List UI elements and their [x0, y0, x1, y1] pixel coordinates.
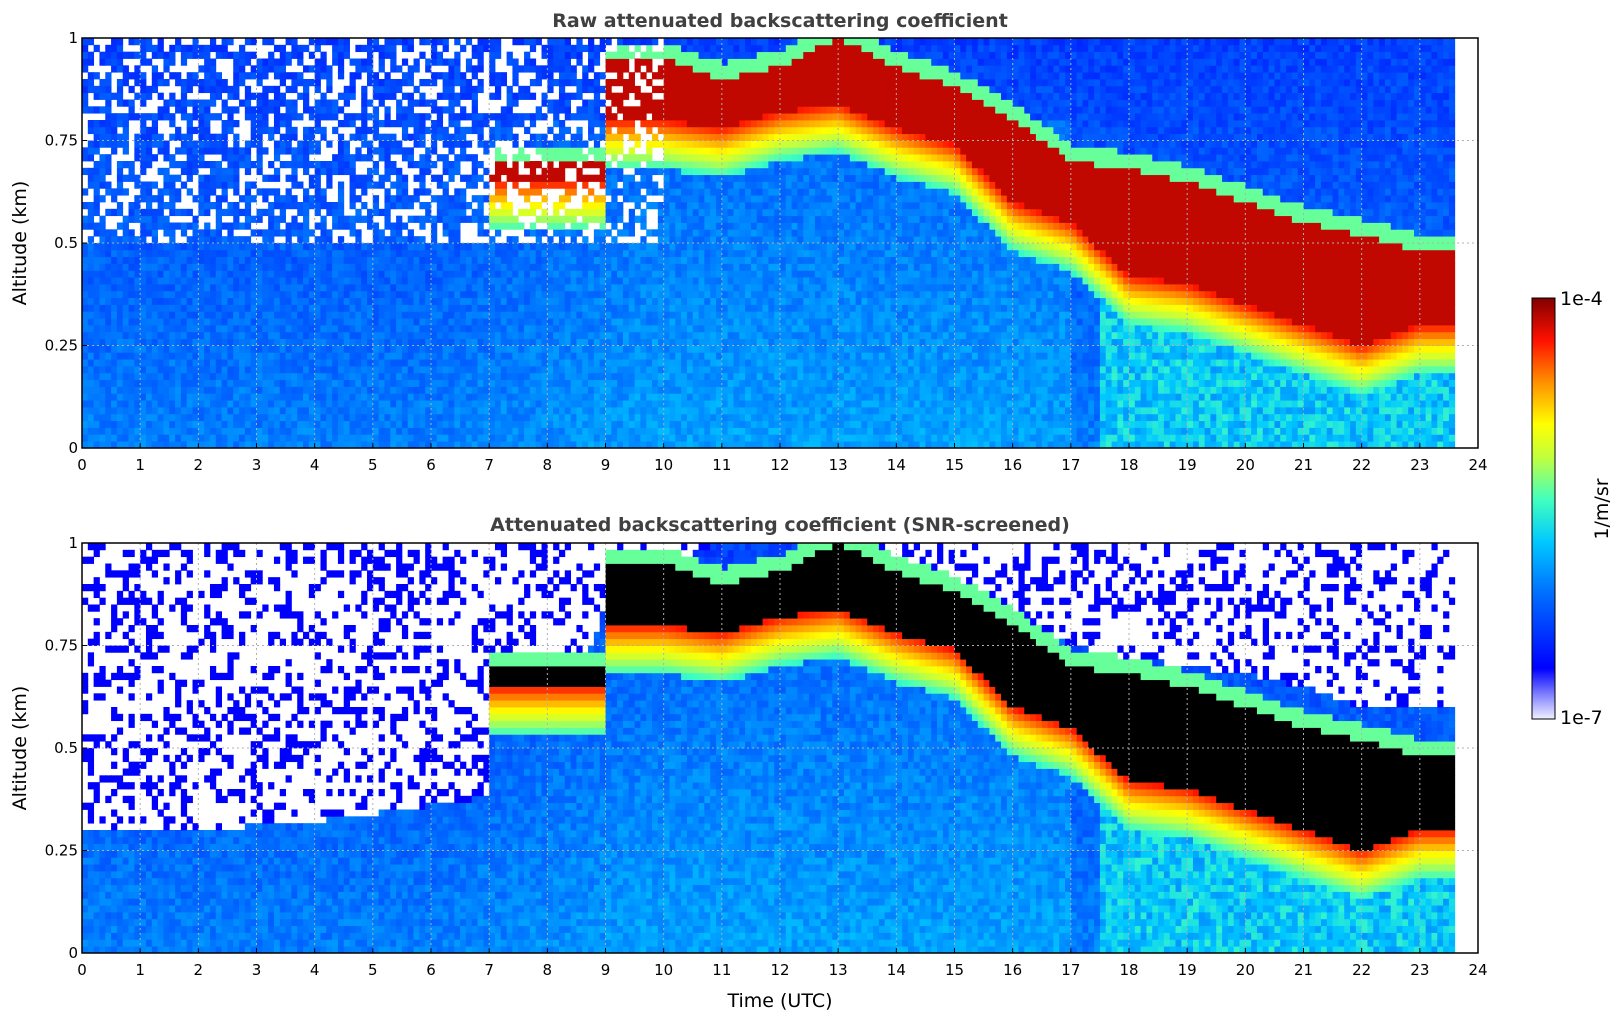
- x-tick-label: 16: [1003, 961, 1022, 979]
- x-tick-label: 20: [1236, 961, 1255, 979]
- panel-raw: Raw attenuated backscattering coefficien…: [9, 10, 1488, 474]
- x-tick-label: 16: [1003, 456, 1022, 474]
- x-tick-label: 19: [1178, 456, 1197, 474]
- x-tick-label: 15: [945, 456, 964, 474]
- x-tick-label: 10: [654, 456, 673, 474]
- x-tick-label: 9: [601, 961, 611, 979]
- panel-screened-xlabel: Time (UTC): [726, 990, 832, 1012]
- panel-raw-x-ticks: 0 1 2 3 4 5 6 7 8 9 10 11 12 13 14 15 16 17 18 19 20 21 22 23 24: [77, 443, 1488, 474]
- panel-raw-heatmap: [82, 38, 1456, 448]
- y-tick-label: 1: [68, 29, 78, 47]
- x-tick-label: 8: [543, 961, 553, 979]
- x-tick-label: 2: [194, 961, 204, 979]
- x-tick-label: 20: [1236, 456, 1255, 474]
- y-tick-label: 0.75: [45, 132, 78, 150]
- x-tick-label: 3: [252, 456, 262, 474]
- colorbar-gradient: [1531, 297, 1556, 720]
- x-tick-label: 19: [1178, 961, 1197, 979]
- y-tick-label: 0.75: [45, 637, 78, 655]
- x-tick-label: 9: [601, 456, 611, 474]
- x-tick-label: 12: [770, 456, 789, 474]
- panel-raw-y-ticks: 0 0.25 0.5 0.75 1: [45, 29, 87, 457]
- x-tick-label: 0: [77, 456, 87, 474]
- x-tick-label: 5: [368, 456, 378, 474]
- y-tick-label: 0: [68, 944, 78, 962]
- x-tick-label: 21: [1294, 456, 1313, 474]
- panel-raw-ylabel: Altitude (km): [9, 181, 31, 306]
- x-tick-label: 4: [310, 456, 320, 474]
- x-tick-label: 22: [1352, 961, 1371, 979]
- panel-screened-ylabel: Altitude (km): [9, 686, 31, 811]
- x-tick-label: 7: [484, 456, 494, 474]
- panel-screened-y-ticks: 0 0.25 0.5 0.75 1: [45, 534, 87, 962]
- y-tick-label: 0.25: [45, 842, 78, 860]
- x-tick-label: 11: [712, 961, 731, 979]
- x-tick-label: 13: [829, 456, 848, 474]
- y-tick-label: 0.25: [45, 337, 78, 355]
- x-tick-label: 14: [887, 961, 906, 979]
- x-tick-label: 15: [945, 961, 964, 979]
- colorbar-label: 1/m/sr: [1591, 478, 1613, 539]
- x-tick-label: 23: [1410, 456, 1429, 474]
- x-tick-label: 23: [1410, 961, 1429, 979]
- colorbar-min-label: 1e-7: [1560, 707, 1603, 729]
- y-tick-label: 0.5: [54, 739, 78, 757]
- x-tick-label: 0: [77, 961, 87, 979]
- x-tick-label: 2: [194, 456, 204, 474]
- x-tick-label: 4: [310, 961, 320, 979]
- panel-screened-grid: [82, 543, 1478, 953]
- x-tick-label: 12: [770, 961, 789, 979]
- x-tick-label: 3: [252, 961, 262, 979]
- x-tick-label: 11: [712, 456, 731, 474]
- x-tick-label: 21: [1294, 961, 1313, 979]
- x-tick-label: 17: [1061, 456, 1080, 474]
- x-tick-label: 7: [484, 961, 494, 979]
- x-tick-label: 6: [426, 456, 436, 474]
- x-tick-label: 1: [135, 456, 145, 474]
- y-tick-label: 0: [68, 439, 78, 457]
- x-tick-label: 10: [654, 961, 673, 979]
- x-tick-label: 24: [1468, 961, 1487, 979]
- x-tick-label: 13: [829, 961, 848, 979]
- x-tick-label: 18: [1119, 961, 1138, 979]
- panel-screened-title: Attenuated backscattering coefficient (S…: [490, 514, 1070, 536]
- x-tick-label: 18: [1119, 456, 1138, 474]
- panel-raw-title: Raw attenuated backscattering coefficien…: [552, 10, 1008, 32]
- x-tick-label: 17: [1061, 961, 1080, 979]
- panel-screened-heatmap: [82, 543, 1456, 953]
- y-tick-label: 0.5: [54, 234, 78, 252]
- x-tick-label: 22: [1352, 456, 1371, 474]
- x-tick-label: 5: [368, 961, 378, 979]
- x-tick-label: 24: [1468, 456, 1487, 474]
- panel-screened: Attenuated backscattering coefficient (S…: [9, 514, 1488, 1012]
- panel-raw-grid: [82, 38, 1478, 448]
- colorbar-max-label: 1e-4: [1560, 288, 1603, 310]
- y-tick-label: 1: [68, 534, 78, 552]
- x-tick-label: 14: [887, 456, 906, 474]
- x-tick-label: 8: [543, 456, 553, 474]
- x-tick-label: 1: [135, 961, 145, 979]
- panel-screened-x-ticks: 0 1 2 3 4 5 6 7 8 9 10 11 12 13 14 15 16 17 18 19 20 21 22 23 24: [77, 948, 1488, 979]
- x-tick-label: 6: [426, 961, 436, 979]
- colorbar: 1e-4 1e-7 1/m/sr: [1531, 288, 1613, 729]
